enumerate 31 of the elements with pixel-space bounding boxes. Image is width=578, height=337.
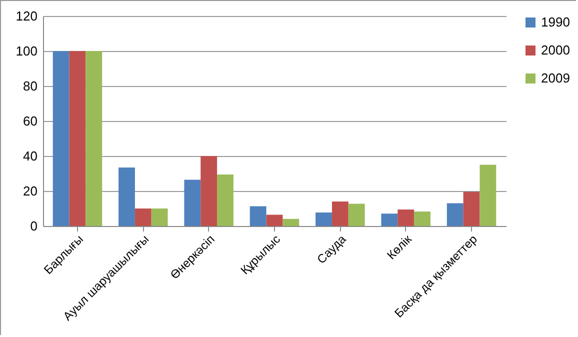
bar — [184, 180, 201, 226]
bar — [69, 51, 86, 226]
bar — [151, 208, 168, 226]
legend-label: 2009 — [541, 70, 570, 86]
bar — [414, 211, 430, 226]
bar — [52, 51, 70, 226]
bar — [217, 174, 234, 226]
bar — [480, 164, 496, 226]
bar — [446, 203, 464, 226]
bar — [316, 212, 332, 226]
legend-label: 2000 — [541, 42, 570, 58]
bar — [266, 214, 283, 226]
bar — [332, 202, 348, 226]
bar — [250, 206, 266, 226]
bar — [381, 214, 398, 226]
bar — [348, 204, 365, 226]
y-tick-label: 60 — [23, 114, 38, 128]
y-tick-label: 40 — [23, 148, 38, 164]
legend-label: 1990 — [541, 14, 570, 30]
y-tick-label: 0 — [30, 218, 38, 234]
bar — [118, 168, 135, 226]
y-tick-label: 80 — [23, 78, 38, 94]
y-tick-label: 20 — [23, 184, 38, 198]
bar — [200, 156, 218, 226]
bar — [282, 218, 300, 226]
bar — [398, 210, 414, 226]
bar — [463, 192, 480, 226]
bar — [86, 51, 102, 226]
bar — [134, 208, 152, 226]
y-tick-label: 100 — [16, 44, 38, 58]
y-tick-label: 120 — [16, 8, 38, 24]
